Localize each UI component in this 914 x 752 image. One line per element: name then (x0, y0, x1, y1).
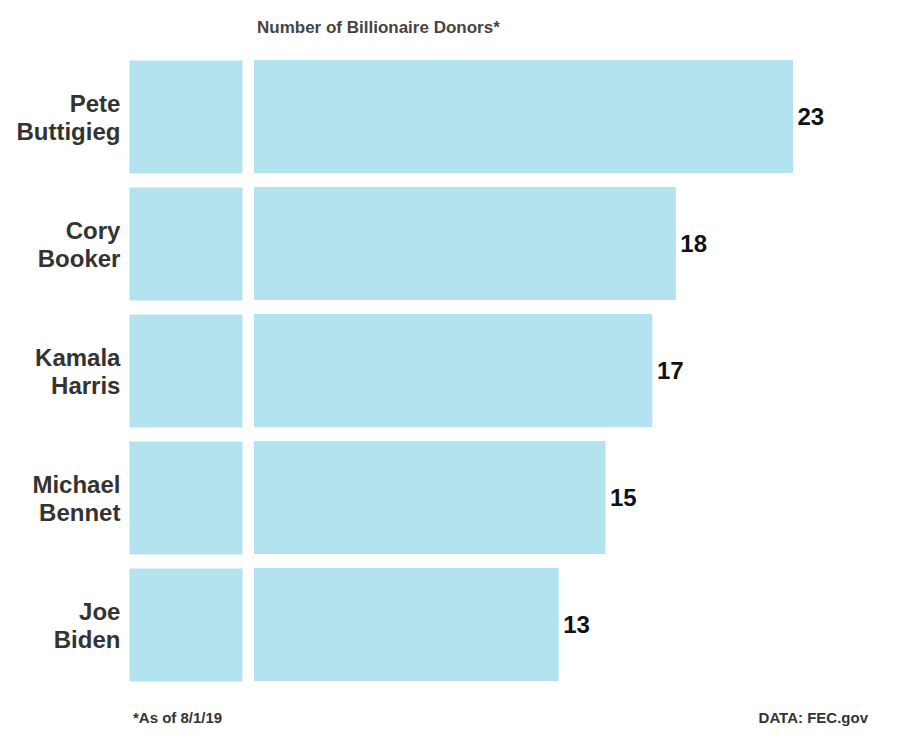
html-text:*As of 8/1/19: *As of 8/1/19 (133, 709, 223, 726)
svg-text:PeteButtigieg: PeteButtigieg (16, 90, 120, 145)
html-text:DATA: FEC.gov: DATA: FEC.gov (758, 709, 868, 726)
svg-text:23: 23 (798, 103, 825, 130)
svg-text:CoryBooker: CoryBooker (38, 217, 121, 272)
svg-text:15: 15 (610, 484, 637, 511)
svg-text:17: 17 (657, 357, 684, 384)
svg-text:JoeBiden: JoeBiden (54, 598, 121, 653)
svg-text:13: 13 (563, 611, 590, 638)
svg-text:MichaelBennet: MichaelBennet (32, 471, 120, 526)
html-text:Number of Billionaire Donors*: Number of Billionaire Donors* (257, 18, 500, 37)
svg-text:18: 18 (680, 230, 707, 257)
svg-text:KamalaHarris: KamalaHarris (35, 344, 121, 399)
